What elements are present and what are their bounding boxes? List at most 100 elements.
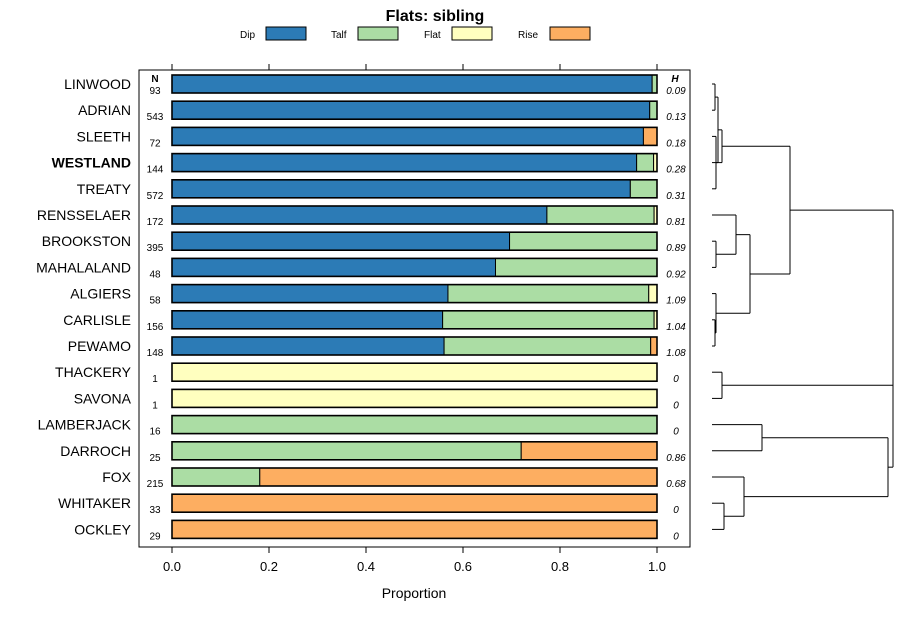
bar-segment-dip — [171, 179, 631, 199]
bar-segment-talf — [171, 441, 522, 461]
n-value: 172 — [147, 217, 164, 228]
h-value: 0.68 — [666, 479, 686, 490]
bar-segment-dip — [171, 74, 653, 94]
x-tick-label: 0.8 — [551, 559, 569, 574]
x-tick-label: 0.4 — [357, 559, 375, 574]
n-value: 1 — [152, 374, 158, 385]
plot-frame — [138, 69, 691, 548]
legend: Dip Talf Flat Rise — [240, 26, 591, 41]
row-carlisle: CARLISLE 156 1.04 — [63, 309, 686, 333]
bar-outline — [171, 440, 658, 461]
n-value: 144 — [147, 165, 164, 176]
n-value: 93 — [149, 86, 161, 97]
row-label: SAVONA — [74, 390, 132, 406]
n-value: 543 — [147, 112, 164, 123]
h-value: 0.92 — [666, 269, 686, 280]
x-tick-label: 1.0 — [648, 559, 666, 574]
h-value: 0 — [673, 374, 679, 385]
h-value: 1.09 — [666, 296, 686, 307]
bar-segment-rise — [259, 467, 658, 487]
n-value: 1 — [152, 400, 158, 411]
bar-segment-talf — [447, 284, 650, 304]
h-value: 0 — [673, 505, 679, 516]
n-value: 215 — [147, 479, 164, 490]
bar-outline — [171, 100, 658, 120]
row-label: THACKERY — [55, 364, 132, 380]
bar-outline — [171, 336, 658, 356]
row-whitaker: WHITAKER 33 0 — [58, 493, 679, 516]
row-adrian: ADRIAN 543 0.13 — [78, 100, 686, 123]
bar-segment-rise — [171, 519, 658, 539]
row-label: ADRIAN — [78, 102, 131, 118]
legend-label-talf: Talf — [331, 30, 347, 41]
row-label: BROOKSTON — [42, 233, 131, 249]
n-value: 29 — [149, 531, 161, 542]
bar-segment-dip — [171, 100, 651, 120]
row-label: DARROCH — [60, 443, 131, 459]
row-westland: WESTLAND 144 0.28 — [52, 152, 686, 176]
legend-label-flat: Flat — [424, 30, 441, 41]
legend-label-dip: Dip — [240, 30, 255, 41]
h-value: 0 — [673, 427, 679, 438]
row-label: SLEETH — [77, 128, 131, 144]
bar-segment-talf — [442, 310, 655, 330]
bar-segment-talf — [546, 205, 655, 225]
row-label: MAHALALAND — [36, 259, 131, 275]
row-treaty: TREATY 572 0.31 — [77, 179, 686, 202]
bar-outline — [171, 179, 658, 199]
n-value: 148 — [147, 348, 164, 359]
x-tick-label: 0.0 — [163, 559, 181, 574]
bar-segment-flat — [171, 362, 658, 382]
bar-outline — [171, 205, 658, 225]
row-pewamo: PEWAMO 148 1.08 — [68, 336, 686, 359]
chart-title: Flats: sibling — [386, 8, 485, 25]
row-sleeth: SLEETH 72 0.18 — [77, 126, 686, 149]
bar-outline — [171, 388, 658, 409]
legend-label-rise: Rise — [518, 30, 538, 41]
row-label: RENSSELAER — [37, 207, 131, 223]
bar-segment-rise — [650, 336, 658, 356]
legend-swatch-dip — [265, 26, 307, 41]
bar-segment-talf — [629, 179, 658, 199]
bar-segment-talf — [494, 257, 658, 277]
bar-segment-dip — [171, 126, 644, 146]
h-value: 0.31 — [666, 191, 685, 202]
bar-segment-talf — [649, 100, 658, 120]
row-thackery: THACKERY 1 0 — [55, 362, 679, 385]
h-value: 0 — [673, 531, 679, 542]
bar-segment-flat — [648, 284, 658, 304]
bar-outline — [171, 414, 658, 435]
n-value: 572 — [147, 191, 164, 202]
h-value: 0.13 — [666, 112, 686, 123]
bar-segment-flat — [171, 388, 658, 408]
bar-segment-talf — [171, 415, 658, 435]
bar-segment-dip — [171, 231, 511, 251]
row-linwood: LINWOOD 93 0.09 — [64, 74, 686, 97]
row-label: CARLISLE — [63, 312, 131, 328]
bar-segment-dip — [171, 205, 548, 225]
row-brookston: BROOKSTON 395 0.89 — [42, 231, 686, 254]
bar-outline — [171, 362, 658, 383]
row-darroch: DARROCH 25 0.86 — [60, 440, 686, 464]
row-label: OCKLEY — [74, 521, 131, 537]
row-label: TREATY — [77, 181, 132, 197]
bar-segment-dip — [171, 336, 445, 356]
bar-outline — [171, 309, 658, 330]
h-value: 0.81 — [666, 217, 685, 228]
row-mahalaland: MAHALALAND 48 0.92 — [36, 257, 686, 280]
bar-segment-dip — [171, 284, 449, 304]
x-axis: 0.0 0.2 0.4 0.6 0.8 1.0 — [163, 64, 666, 574]
n-value: 58 — [149, 296, 161, 307]
h-value: 0.86 — [666, 453, 686, 464]
bar-outline — [171, 126, 658, 147]
row-fox: FOX 215 0.68 — [102, 467, 686, 490]
bar-segment-talf — [443, 336, 652, 356]
n-value: 72 — [149, 138, 161, 149]
h-value: 0.28 — [666, 165, 686, 176]
n-value: 395 — [147, 243, 164, 254]
bar-outline — [171, 283, 658, 304]
h-value: 0 — [673, 400, 679, 411]
bar-outline — [171, 152, 658, 173]
bar-outline — [171, 519, 658, 540]
bar-segment-talf — [171, 467, 261, 487]
